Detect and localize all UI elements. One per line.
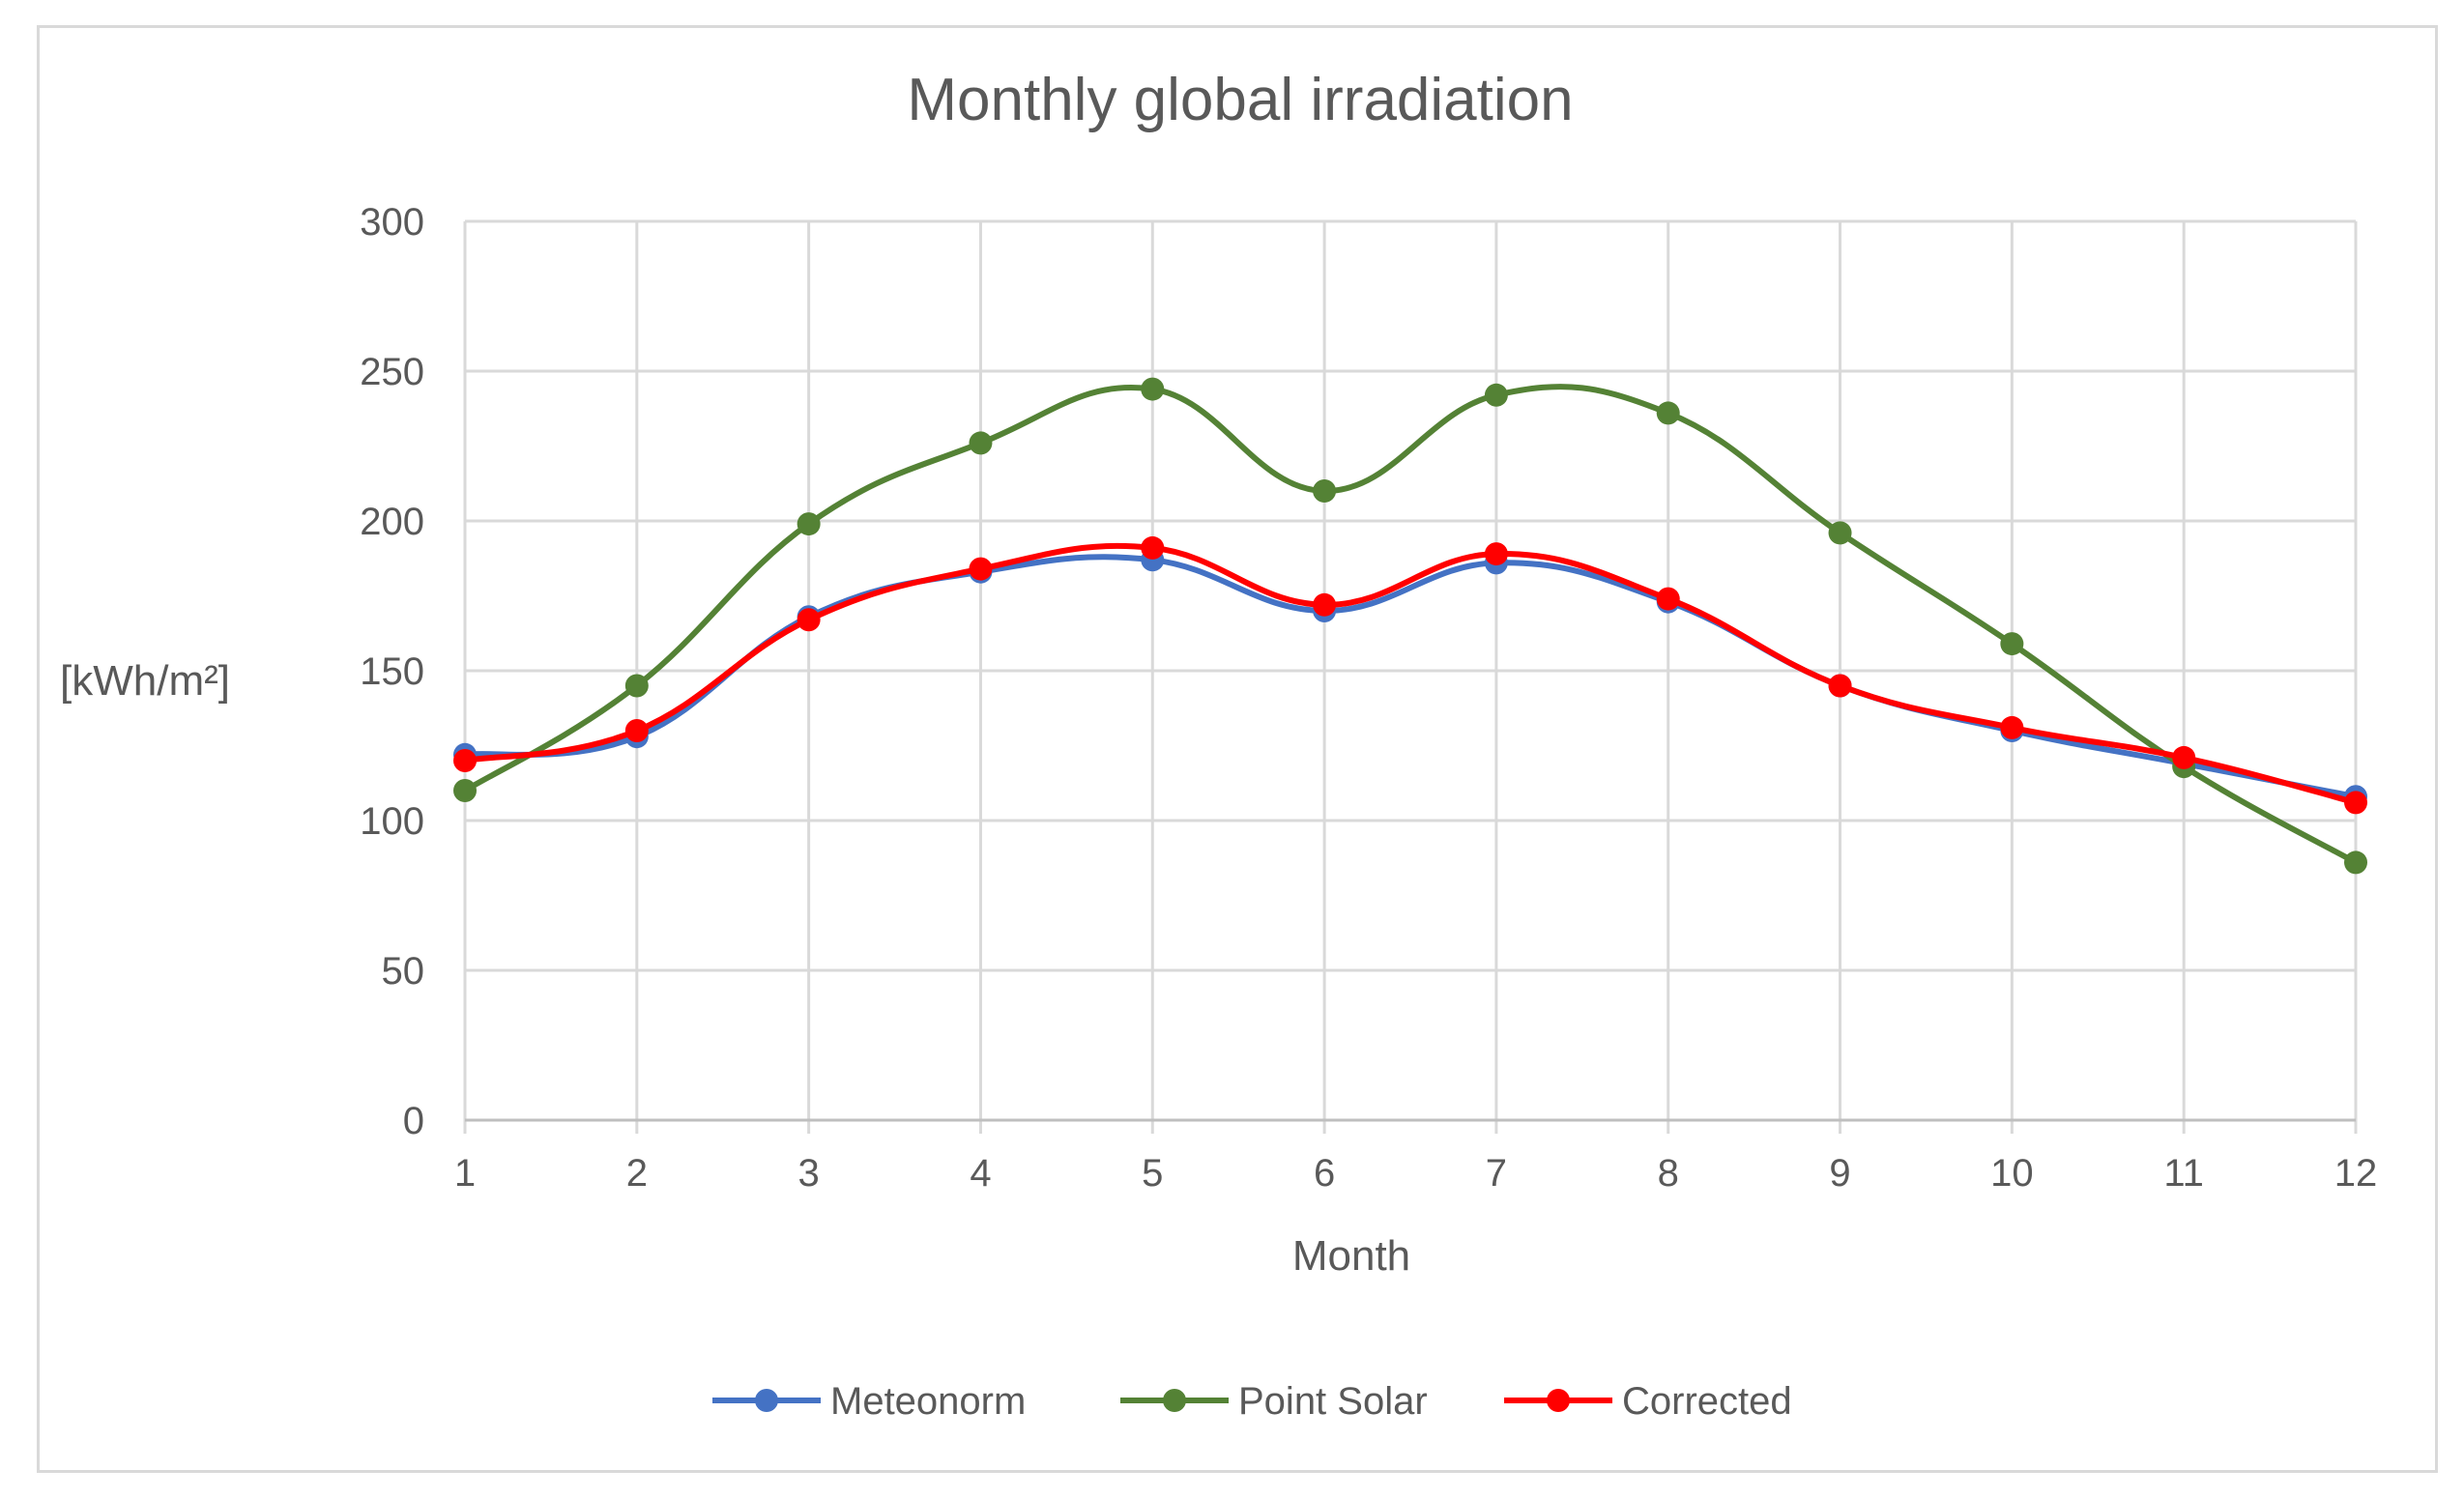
y-tick-label: 300 — [360, 201, 424, 244]
data-point — [453, 779, 477, 802]
x-tick-label: 10 — [1990, 1152, 2034, 1195]
data-point — [1484, 383, 1508, 407]
data-point — [1313, 592, 1337, 617]
data-point — [969, 557, 993, 581]
data-point — [2344, 850, 2367, 875]
x-tick-label: 6 — [1314, 1152, 1335, 1195]
x-tick-label: 5 — [1142, 1152, 1163, 1195]
x-tick-label: 11 — [2163, 1152, 2204, 1195]
chart-title: Monthly global irradiation — [907, 67, 1573, 133]
series-line — [462, 554, 2359, 800]
data-point — [1484, 542, 1508, 566]
data-point — [1141, 377, 1165, 401]
y-tick-label: 50 — [382, 950, 425, 993]
legend-swatch-marker — [1163, 1389, 1186, 1412]
series-layer — [453, 377, 2367, 875]
x-axis-ticks: 1 2 3 4 5 6 7 8 9 10 11 12 — [454, 1152, 2377, 1195]
series-point-solar — [453, 377, 2367, 875]
legend: Meteonorm Point Solar Corrected — [712, 1380, 1792, 1423]
x-tick-label: 1 — [454, 1152, 476, 1195]
grid — [463, 219, 2358, 1134]
x-tick-label: 3 — [798, 1152, 820, 1195]
data-point — [2000, 715, 2024, 739]
legend-item: Point Solar — [1120, 1380, 1428, 1423]
legend-swatch-marker — [755, 1389, 778, 1412]
y-tick-label: 0 — [403, 1100, 424, 1142]
data-point — [2000, 632, 2024, 656]
data-point — [1141, 535, 1165, 560]
legend-item: Corrected — [1504, 1380, 1792, 1423]
data-point — [1656, 401, 1680, 425]
data-point — [1313, 479, 1337, 503]
series-line — [462, 384, 2359, 866]
legend-swatch-marker — [1547, 1389, 1570, 1412]
series-corrected — [453, 535, 2367, 815]
legend-label: Point Solar — [1238, 1380, 1428, 1423]
data-point — [453, 749, 477, 772]
data-point — [797, 512, 821, 536]
x-tick-label: 2 — [626, 1152, 648, 1195]
legend-label: Corrected — [1622, 1380, 1792, 1423]
y-tick-label: 250 — [360, 351, 424, 393]
x-tick-label: 7 — [1486, 1152, 1507, 1195]
data-point — [2344, 791, 2367, 815]
x-tick-label: 4 — [970, 1152, 991, 1195]
series-line — [462, 542, 2359, 806]
data-point — [1828, 674, 1852, 698]
data-point — [1656, 587, 1680, 611]
data-point — [797, 608, 821, 632]
chart-area: Monthly global irradiation 0 50 100 150 200 2… — [37, 25, 2438, 1473]
data-point — [969, 431, 993, 455]
data-point — [2172, 745, 2196, 769]
x-axis-label: Month — [1292, 1232, 1410, 1280]
y-tick-label: 150 — [360, 650, 424, 693]
y-axis-ticks: 0 50 100 150 200 250 300 — [360, 201, 424, 1142]
y-tick-label: 200 — [360, 501, 424, 543]
data-point — [624, 674, 649, 698]
y-tick-label: 100 — [360, 800, 424, 843]
legend-item: Meteonorm — [712, 1380, 1026, 1423]
legend-label: Meteonorm — [830, 1380, 1026, 1423]
x-tick-label: 9 — [1829, 1152, 1850, 1195]
data-point — [1828, 521, 1852, 545]
x-tick-label: 12 — [2334, 1152, 2378, 1195]
data-point — [624, 719, 649, 742]
chart-svg: Monthly global irradiation 0 50 100 150 200 2… — [60, 67, 2377, 1423]
y-axis-label: [kWh/m²] — [60, 657, 230, 705]
x-tick-label: 8 — [1658, 1152, 1679, 1195]
